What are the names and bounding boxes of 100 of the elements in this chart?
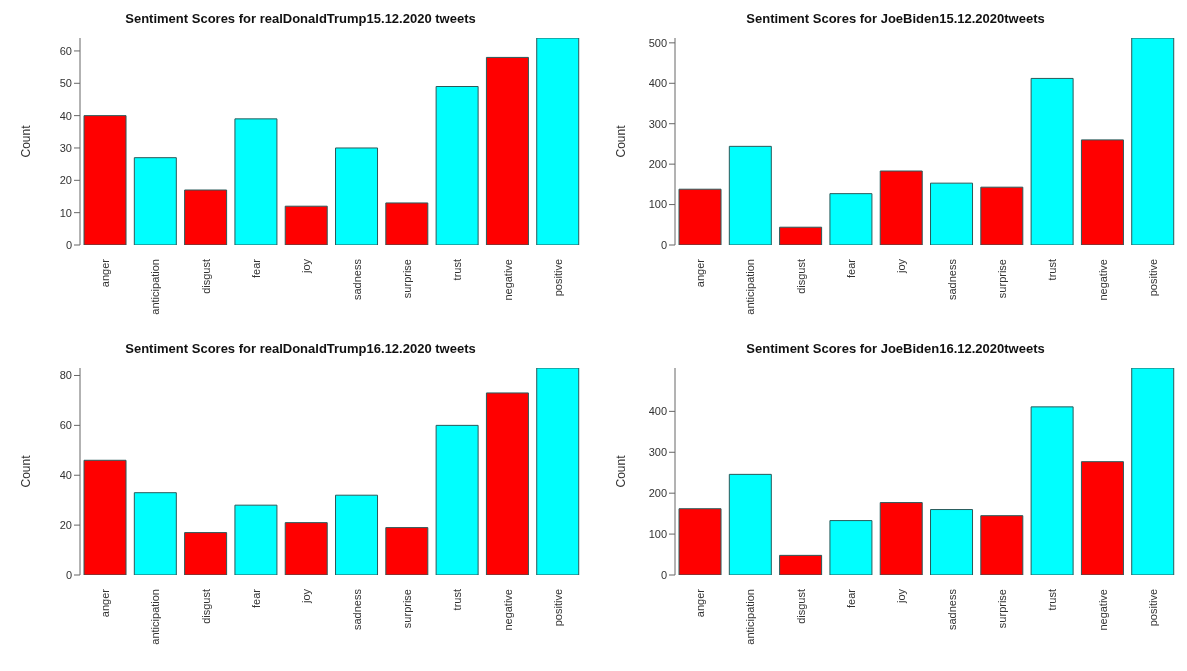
bar	[1030, 77, 1074, 245]
bar	[83, 459, 127, 575]
y-tick-label: 20	[59, 174, 72, 187]
y-tick-label: 400	[648, 77, 667, 90]
x-tick-label: sadness	[350, 588, 363, 630]
bar	[930, 182, 974, 245]
x-tick-label: sadness	[945, 258, 958, 300]
x-tick-label: negative	[501, 589, 514, 631]
bar	[133, 492, 177, 575]
bar	[879, 502, 923, 575]
y-axis-title: Count	[19, 454, 34, 488]
bar	[728, 145, 772, 245]
y-tick-label: 400	[648, 405, 667, 418]
y-axis-title: Count	[614, 454, 629, 488]
bar	[829, 193, 873, 245]
bar	[1131, 38, 1175, 245]
bar	[284, 205, 328, 245]
bar	[234, 118, 278, 245]
y-axis-title: Count	[614, 124, 629, 158]
bar	[879, 170, 923, 245]
bar	[678, 188, 722, 245]
bar	[1131, 368, 1175, 575]
x-tick-label: disgust	[199, 589, 212, 624]
x-tick-label: fear	[845, 588, 858, 608]
x-tick-label: surprise	[400, 259, 413, 299]
y-tick-label: 50	[59, 77, 72, 90]
y-tick-label: 0	[65, 568, 72, 581]
y-tick-label: 30	[59, 141, 72, 154]
bar	[83, 115, 127, 245]
x-tick-label: anticipation	[149, 589, 162, 645]
x-tick-label: anticipation	[744, 589, 757, 645]
x-tick-label: positive	[551, 589, 564, 627]
y-tick-label: 500	[648, 36, 667, 49]
y-tick-label: 40	[59, 109, 72, 122]
bar	[385, 527, 429, 575]
chart-title: Sentiment Scores for realDonaldTrump16.12.2020 tweets	[124, 340, 477, 358]
bar	[930, 509, 974, 575]
bar	[485, 56, 529, 245]
y-tick-label: 100	[648, 198, 667, 211]
bar	[335, 147, 379, 245]
bar	[435, 424, 479, 575]
y-tick-label: 300	[648, 117, 667, 130]
y-tick-label: 100	[648, 528, 667, 540]
bar	[435, 86, 479, 245]
bar	[1080, 461, 1124, 575]
x-tick-label: positive	[1146, 589, 1159, 627]
x-tick-label: positive	[551, 259, 564, 297]
x-tick-label: anger	[99, 258, 112, 288]
x-tick-label: anger	[99, 588, 112, 618]
x-tick-label: sadness	[945, 588, 958, 630]
bar	[1080, 139, 1124, 245]
bar	[485, 392, 529, 575]
bar	[980, 515, 1024, 575]
x-tick-label: sadness	[350, 258, 363, 300]
x-tick-label: anger	[694, 258, 707, 288]
y-tick-label: 300	[648, 446, 667, 459]
y-tick-label: 80	[59, 369, 72, 382]
bar	[284, 522, 328, 575]
y-tick-label: 0	[660, 238, 667, 251]
bar	[829, 520, 873, 575]
y-tick-label: 40	[59, 469, 72, 482]
y-tick-label: 10	[59, 206, 72, 219]
y-tick-label: 200	[648, 158, 667, 171]
x-tick-label: positive	[1146, 259, 1159, 297]
x-tick-label: trust	[451, 259, 464, 281]
x-tick-label: trust	[451, 589, 464, 611]
chart-title: Sentiment Scores for JoeBiden15.12.2020tweets	[745, 10, 1046, 28]
bar	[234, 504, 278, 575]
x-tick-label: trust	[1046, 589, 1059, 611]
x-tick-label: disgust	[794, 259, 807, 294]
bar	[1030, 406, 1074, 575]
bar	[133, 157, 177, 245]
bar	[536, 368, 580, 575]
x-tick-label: fear	[250, 588, 263, 608]
x-tick-label: fear	[845, 258, 858, 278]
bar	[980, 186, 1024, 245]
x-tick-label: disgust	[794, 589, 807, 624]
chart-title: Sentiment Scores for JoeBiden16.12.2020tweets	[745, 340, 1046, 358]
x-tick-label: negative	[1096, 589, 1109, 631]
x-tick-label: joy	[895, 588, 908, 605]
y-tick-label: 200	[648, 487, 667, 500]
x-tick-label: surprise	[995, 259, 1008, 299]
x-tick-label: surprise	[400, 589, 413, 629]
x-tick-label: joy	[895, 258, 908, 275]
bar	[385, 202, 429, 245]
x-tick-label: anticipation	[744, 259, 757, 315]
y-tick-label: 20	[59, 519, 72, 532]
y-tick-label: 0	[65, 238, 72, 251]
x-tick-label: anger	[694, 588, 707, 618]
bar	[184, 532, 228, 575]
bar	[678, 508, 722, 575]
bar	[779, 554, 823, 575]
x-tick-label: trust	[1046, 259, 1059, 281]
x-tick-label: anticipation	[149, 259, 162, 315]
y-tick-label: 60	[59, 419, 72, 432]
bar	[728, 473, 772, 575]
y-tick-label: 60	[59, 44, 72, 57]
x-tick-label: joy	[300, 258, 313, 275]
x-tick-label: negative	[501, 259, 514, 301]
bar	[536, 38, 580, 245]
